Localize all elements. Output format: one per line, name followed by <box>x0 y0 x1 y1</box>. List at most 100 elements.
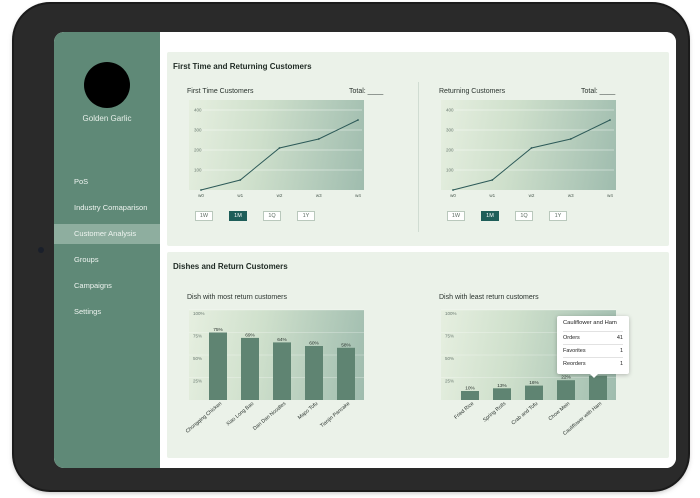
avatar[interactable] <box>84 62 130 108</box>
range-button-1y[interactable]: 1Y <box>297 211 315 221</box>
x-tick-label: w0 <box>198 193 204 198</box>
range-button-1m[interactable]: 1M <box>481 211 499 221</box>
data-point <box>491 179 494 181</box>
bar-value-label: 75% <box>213 327 223 333</box>
tablet-frame: Golden Garlic PoS Industry Comaparison C… <box>14 4 688 490</box>
app-screen: Golden Garlic PoS Industry Comaparison C… <box>54 32 676 468</box>
bar-value-label: 22% <box>561 375 571 381</box>
range-button-1w[interactable]: 1W <box>447 211 465 221</box>
y-tick-label: 100 <box>446 168 454 173</box>
tooltip-row: Reorders 1 <box>563 357 623 370</box>
least-return-chart-title: Dish with least return customers <box>439 294 539 301</box>
category-label: Chow Mein <box>548 401 572 422</box>
x-tick-label: w4 <box>355 193 361 198</box>
tooltip-title: Cauliflower and Ham <box>563 320 617 326</box>
customers-panel-title: First Time and Returning Customers <box>173 62 312 71</box>
range-button-1y[interactable]: 1Y <box>549 211 567 221</box>
data-point <box>452 189 454 191</box>
dish-tooltip: Cauliflower and Ham Orders 41 Favorites … <box>557 316 629 378</box>
y-tick-label: 200 <box>446 148 454 153</box>
sidebar-item-settings[interactable]: Settings <box>74 307 102 316</box>
bar <box>493 388 511 400</box>
bar-value-label: 60% <box>309 341 319 347</box>
y-tick-label: 75% <box>193 334 202 339</box>
x-tick-label: w2 <box>277 193 283 198</box>
y-tick-label: 400 <box>446 108 454 113</box>
data-point <box>569 138 572 140</box>
returning-line-chart: 100 200 300 400 w0 w1 w2 w3 w4 <box>441 100 616 198</box>
bar <box>557 380 575 400</box>
sidebar-nav: PoS Industry Comaparison Customer Analys… <box>54 172 160 328</box>
first-time-total: Total: ____ <box>349 88 384 95</box>
series-line <box>200 119 359 191</box>
main-content: First Time and Returning Customers First… <box>160 32 676 468</box>
category-label: Mapo Tofu <box>297 401 319 421</box>
sidebar-item-pos[interactable]: PoS <box>74 177 89 186</box>
most-return-bar-chart: 25% 50% 75% 100% 75% Chongqing Chicken 69% Xiao… <box>185 309 364 435</box>
category-label: Dan Dan Noodles <box>252 401 288 432</box>
x-tick-label: w2 <box>529 193 535 198</box>
dishes-panel-title: Dishes and Return Customers <box>173 262 288 271</box>
x-tick-label: w3 <box>568 193 574 198</box>
data-point <box>239 179 242 181</box>
sidebar-item-customer-analysis[interactable]: Customer Analysis <box>54 224 160 244</box>
tooltip-row-label: Reorders <box>563 361 586 367</box>
first-time-chart-title: First Time Customers <box>187 88 254 95</box>
returning-chart-title: Returning Customers <box>439 88 506 95</box>
y-tick-label: 100% <box>193 311 205 316</box>
tooltip-row: Favorites 1 <box>563 344 623 357</box>
bar-value-label: 58% <box>341 342 351 348</box>
returning-total: Total: ____ <box>581 88 616 95</box>
x-tick-label: w1 <box>489 193 495 198</box>
sidebar: Golden Garlic PoS Industry Comaparison C… <box>54 32 160 468</box>
sidebar-item-industry-comparison[interactable]: Industry Comaparison <box>74 203 148 212</box>
least-return-bar-chart: 25% 50% 75% 100% 10% Fried Rice 13% Spring Roll… <box>441 309 616 437</box>
camera-dot <box>38 247 44 253</box>
bar <box>337 347 355 400</box>
range-button-1q[interactable]: 1Q <box>263 211 281 221</box>
y-tick-label: 50% <box>445 356 454 361</box>
category-label: Crab and Tofu <box>511 401 540 427</box>
returning-range-selector: 1W 1M 1Q 1Y <box>447 211 567 221</box>
customers-panel: First Time and Returning Customers First… <box>167 52 669 246</box>
bar-value-label: 13% <box>497 383 507 389</box>
bar-value-label: 10% <box>465 386 475 392</box>
y-tick-label: 25% <box>193 379 202 384</box>
first-time-range-selector: 1W 1M 1Q 1Y <box>195 211 315 221</box>
bar <box>589 375 607 400</box>
y-tick-label: 200 <box>194 148 202 153</box>
range-button-1q[interactable]: 1Q <box>515 211 533 221</box>
bar <box>461 391 479 400</box>
tooltip-row: Orders 41 <box>563 331 623 344</box>
tooltip-row-value: 1 <box>619 348 623 354</box>
tooltip-row-label: Favorites <box>563 348 586 354</box>
sidebar-item-groups[interactable]: Groups <box>74 255 99 264</box>
bar-value-label: 64% <box>277 337 287 343</box>
y-tick-label: 25% <box>445 379 454 384</box>
x-tick-label: w3 <box>316 193 322 198</box>
most-return-chart-title: Dish with most return customers <box>187 294 287 301</box>
y-tick-label: 400 <box>194 108 202 113</box>
range-button-1m[interactable]: 1M <box>229 211 247 221</box>
line-chart-svg: 100 200 300 400 w0 w1 w2 w3 w4 <box>194 108 362 198</box>
category-label: Spring Rolls <box>482 401 508 424</box>
brand-name: Golden Garlic <box>82 114 132 123</box>
x-tick-label: w1 <box>237 193 243 198</box>
panel-divider <box>418 82 419 232</box>
bar-chart-svg: 25% 50% 75% 100% 75% Chongqing Chicken 69% Xiao… <box>185 309 364 435</box>
bar <box>525 385 543 400</box>
series-line <box>452 119 611 191</box>
bar-value-label: 69% <box>245 332 255 338</box>
tooltip-row-label: Orders <box>563 335 580 341</box>
y-tick-label: 50% <box>193 356 202 361</box>
line-chart-svg: 100 200 300 400 w0 w1 w2 w3 w4 <box>446 108 614 198</box>
y-tick-label: 75% <box>445 334 454 339</box>
sidebar-item-campaigns[interactable]: Campaigns <box>74 281 112 290</box>
y-tick-label: 300 <box>446 128 454 133</box>
bar <box>273 342 291 400</box>
data-point <box>609 119 611 121</box>
category-label: Xiao Long Bao <box>225 401 255 428</box>
range-button-1w[interactable]: 1W <box>195 211 213 221</box>
category-label: Chongqing Chicken <box>185 401 224 435</box>
bar <box>305 346 323 400</box>
